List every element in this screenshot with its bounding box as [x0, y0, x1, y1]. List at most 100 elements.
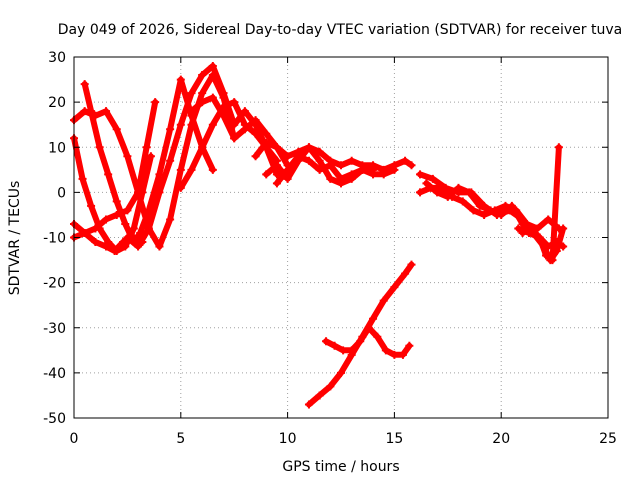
series-line [188, 94, 291, 169]
data-point [123, 152, 132, 161]
data-point [443, 192, 452, 201]
data-point [559, 242, 568, 251]
x-tick-label: 5 [176, 431, 185, 447]
data-point [407, 161, 416, 170]
data-point [507, 201, 516, 210]
data-point [87, 107, 96, 116]
series-s13 [322, 323, 414, 359]
data-point [315, 156, 324, 165]
data-series-layer [70, 62, 568, 409]
y-tick-label: 0 [57, 185, 66, 201]
data-point [155, 170, 164, 179]
data-point [176, 75, 185, 84]
data-point [262, 129, 271, 138]
data-point [390, 165, 399, 174]
data-point [379, 296, 388, 305]
data-point [198, 71, 207, 80]
data-point [416, 188, 425, 197]
data-point [304, 143, 313, 152]
data-point [542, 251, 551, 260]
data-point [475, 201, 484, 210]
y-tick-label: -50 [43, 411, 66, 427]
data-point [251, 152, 260, 161]
y-tick-label: -40 [43, 366, 66, 382]
data-point [407, 260, 416, 269]
data-point [251, 116, 260, 125]
data-point [208, 62, 217, 71]
data-point [176, 183, 185, 192]
data-point [535, 233, 544, 242]
axis-ticks [73, 56, 609, 419]
data-point [208, 120, 217, 129]
data-point [381, 346, 390, 355]
series-line [177, 99, 280, 191]
data-point [304, 400, 313, 409]
data-point [283, 174, 292, 183]
data-point [390, 283, 399, 292]
x-axis-label: GPS time / hours [282, 459, 399, 475]
x-tick-label: 15 [385, 431, 403, 447]
y-tick-label: 10 [48, 140, 66, 156]
data-point [401, 156, 410, 165]
series-line [71, 72, 238, 250]
data-point [272, 179, 281, 188]
x-tick-label: 20 [492, 431, 510, 447]
data-point [119, 238, 128, 247]
data-point [272, 143, 281, 152]
data-point [339, 346, 348, 355]
data-point [527, 224, 536, 233]
data-point [95, 143, 104, 152]
data-point [240, 125, 249, 134]
x-tick-label: 10 [279, 431, 297, 447]
data-point [91, 238, 100, 247]
data-point [187, 89, 196, 98]
x-tick-labels: 0 5 10 15 20 25 [70, 431, 617, 447]
data-point [548, 256, 557, 265]
data-point [112, 197, 121, 206]
data-point [272, 170, 281, 179]
data-point [104, 170, 113, 179]
data-point [78, 174, 87, 183]
data-point [123, 233, 132, 242]
y-axis-label: SDTVAR / TECUs [7, 181, 23, 296]
data-point [142, 143, 151, 152]
data-point [514, 224, 523, 233]
data-point [559, 224, 568, 233]
data-point [401, 269, 410, 278]
x-tick-label: 0 [70, 431, 79, 447]
y-tick-label: -20 [43, 276, 66, 292]
data-point [405, 341, 414, 350]
data-point [315, 165, 324, 174]
data-point [416, 170, 425, 179]
data-point [379, 170, 388, 179]
data-point [356, 337, 365, 346]
data-point [454, 183, 463, 192]
data-point [91, 224, 100, 233]
series-s18 [518, 143, 563, 265]
data-point [187, 165, 196, 174]
y-tick-label: -30 [43, 321, 66, 337]
data-point [304, 156, 313, 165]
data-point [480, 210, 489, 219]
data-point [322, 337, 331, 346]
data-point [80, 80, 89, 89]
data-point [146, 152, 155, 161]
data-point [422, 179, 431, 188]
data-point [433, 188, 442, 197]
data-point [251, 129, 260, 138]
data-point [262, 170, 271, 179]
data-point [219, 111, 228, 120]
data-point [208, 93, 217, 102]
data-point [469, 206, 478, 215]
series-line [323, 324, 413, 358]
data-point [144, 224, 153, 233]
data-point [458, 197, 467, 206]
data-point [176, 120, 185, 129]
data-point [428, 174, 437, 183]
data-point [166, 125, 175, 134]
data-point [364, 323, 373, 332]
data-point [347, 346, 356, 355]
data-point [230, 98, 239, 107]
data-point [80, 228, 89, 237]
data-point [166, 156, 175, 165]
